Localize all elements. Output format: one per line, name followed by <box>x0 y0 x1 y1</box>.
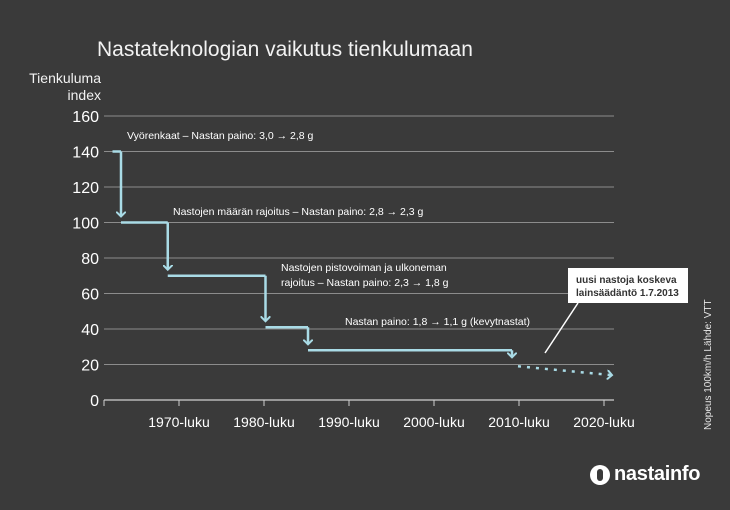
callout-text: uusi nastoja koskeva <box>576 275 677 286</box>
y-tick-label: 60 <box>81 287 99 304</box>
y-tick-label: 0 <box>90 393 99 410</box>
y-tick-label: 20 <box>81 358 99 375</box>
callout-box <box>568 268 688 303</box>
chart-title: Nastateknologian vaikutus tienkulumaan <box>97 38 473 61</box>
x-tick-label: 2010-luku <box>488 414 550 430</box>
brand-logo: nastainfo <box>590 463 701 486</box>
y-axis-title: Tienkuluma index <box>0 70 101 104</box>
annotation-text: Nastojen määrän rajoitus – Nastan paino:… <box>173 206 424 218</box>
x-tick-label: 1980-luku <box>233 414 295 430</box>
x-tick-label: 2000-luku <box>403 414 465 430</box>
callout-text: lainsäädäntö 1.7.2013 <box>576 288 679 299</box>
y-tick-label: 80 <box>81 251 99 268</box>
y-tick-label: 120 <box>72 180 99 197</box>
y-axis-title-line: index <box>67 87 101 103</box>
x-tick-label: 1990-luku <box>318 414 380 430</box>
brand-name: nastainfo <box>614 463 701 485</box>
nastainfo-logo-icon <box>590 464 610 485</box>
y-tick-label: 40 <box>81 322 99 339</box>
source-note: Nopeus 100km/h Lähde: VTT <box>703 299 714 430</box>
projection-line <box>517 365 612 375</box>
annotation-text: Vyörenkaat – Nastan paino: 3,0 → 2,8 g <box>127 130 314 142</box>
y-tick-label: 100 <box>72 216 99 233</box>
annotation-text: Nastojen pistovoiman ja ulkoneman <box>281 262 447 274</box>
x-tick-label: 2020-luku <box>573 414 635 430</box>
x-tick-label: 1970-luku <box>148 414 210 430</box>
y-tick-label: 160 <box>72 109 99 126</box>
callout-pointer <box>544 302 579 354</box>
annotation-text: Nastan paino: 1,8 → 1,1 g (kevytnastat) <box>345 316 530 328</box>
y-tick-label: 140 <box>72 145 99 162</box>
y-axis-title-line: Tienkuluma <box>29 70 101 86</box>
annotation-text: rajoitus – Nastan paino: 2,3 → 1,8 g <box>281 277 449 289</box>
